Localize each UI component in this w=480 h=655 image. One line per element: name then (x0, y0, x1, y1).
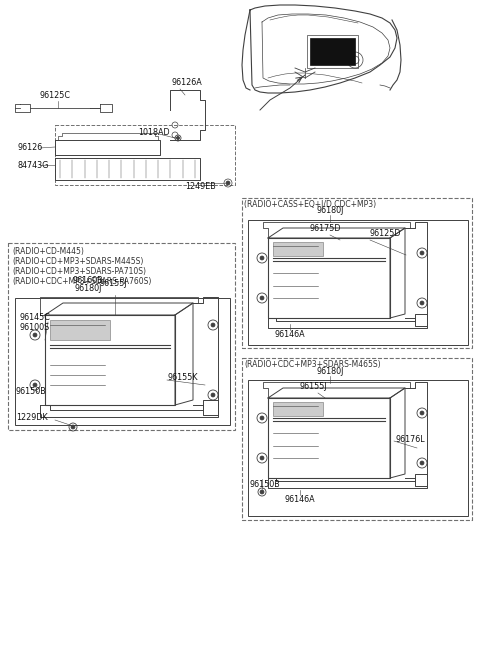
Text: 96180J: 96180J (74, 284, 102, 293)
Text: 96180J: 96180J (316, 367, 344, 376)
Bar (8, 243, 235, 430)
Text: 96126: 96126 (18, 143, 43, 153)
Text: 1018AD: 1018AD (138, 128, 169, 137)
Text: 84743G: 84743G (18, 160, 49, 170)
Bar (242, 198, 472, 348)
Circle shape (420, 251, 424, 255)
Bar (273, 402, 323, 416)
Text: 96180J: 96180J (316, 206, 344, 215)
Bar (50, 320, 110, 340)
Bar (55, 125, 235, 185)
Circle shape (260, 256, 264, 260)
Text: 96176L: 96176L (395, 436, 425, 445)
Text: 1229DK: 1229DK (16, 413, 48, 422)
Text: (RADIO+CD+MP3+SDARS-M445S): (RADIO+CD+MP3+SDARS-M445S) (12, 257, 144, 266)
Text: 96175D: 96175D (310, 224, 341, 233)
Text: (RADIO+CD-M445): (RADIO+CD-M445) (12, 247, 84, 256)
Circle shape (33, 383, 37, 387)
Text: 96160B: 96160B (72, 276, 103, 285)
Text: (RADIO+CASS+EQ+I/D CDC+MP3): (RADIO+CASS+EQ+I/D CDC+MP3) (244, 200, 376, 209)
Text: (RADIO+CDC+MP3+SDARS-PA760S): (RADIO+CDC+MP3+SDARS-PA760S) (12, 277, 151, 286)
Bar (268, 398, 390, 478)
Text: 96155J: 96155J (300, 382, 328, 391)
Circle shape (211, 323, 215, 327)
Text: (RADIO+CD+MP3+SDARS-PA710S): (RADIO+CD+MP3+SDARS-PA710S) (12, 267, 146, 276)
Text: 96125C: 96125C (40, 91, 71, 100)
Circle shape (177, 136, 180, 140)
Text: 96146A: 96146A (275, 330, 305, 339)
Bar (45, 315, 175, 405)
Text: 96126A: 96126A (172, 78, 203, 87)
Circle shape (226, 181, 230, 185)
Circle shape (260, 490, 264, 494)
Text: 96145C: 96145C (20, 314, 51, 322)
Circle shape (420, 461, 424, 465)
Bar (15, 298, 230, 425)
Circle shape (260, 456, 264, 460)
Text: 96100S: 96100S (20, 322, 50, 331)
Bar (248, 220, 468, 345)
Bar (307, 35, 358, 68)
Text: 1249EB: 1249EB (185, 182, 216, 191)
Circle shape (211, 393, 215, 397)
Bar (273, 242, 323, 256)
Bar (310, 38, 355, 65)
Text: 96150B: 96150B (16, 388, 47, 396)
Circle shape (71, 425, 75, 429)
Text: 96155K: 96155K (168, 373, 199, 383)
Circle shape (420, 301, 424, 305)
Text: 96155J: 96155J (100, 279, 128, 288)
Bar (268, 238, 390, 318)
Circle shape (420, 411, 424, 415)
Circle shape (260, 416, 264, 420)
Text: 96150B: 96150B (250, 480, 281, 489)
Text: (RADIO+CDC+MP3+SDARS-M465S): (RADIO+CDC+MP3+SDARS-M465S) (244, 360, 381, 369)
Bar (248, 380, 468, 516)
Text: 96146A: 96146A (285, 495, 315, 504)
Text: 96125D: 96125D (370, 229, 401, 238)
Bar (242, 358, 472, 520)
Circle shape (260, 296, 264, 300)
Circle shape (33, 333, 37, 337)
